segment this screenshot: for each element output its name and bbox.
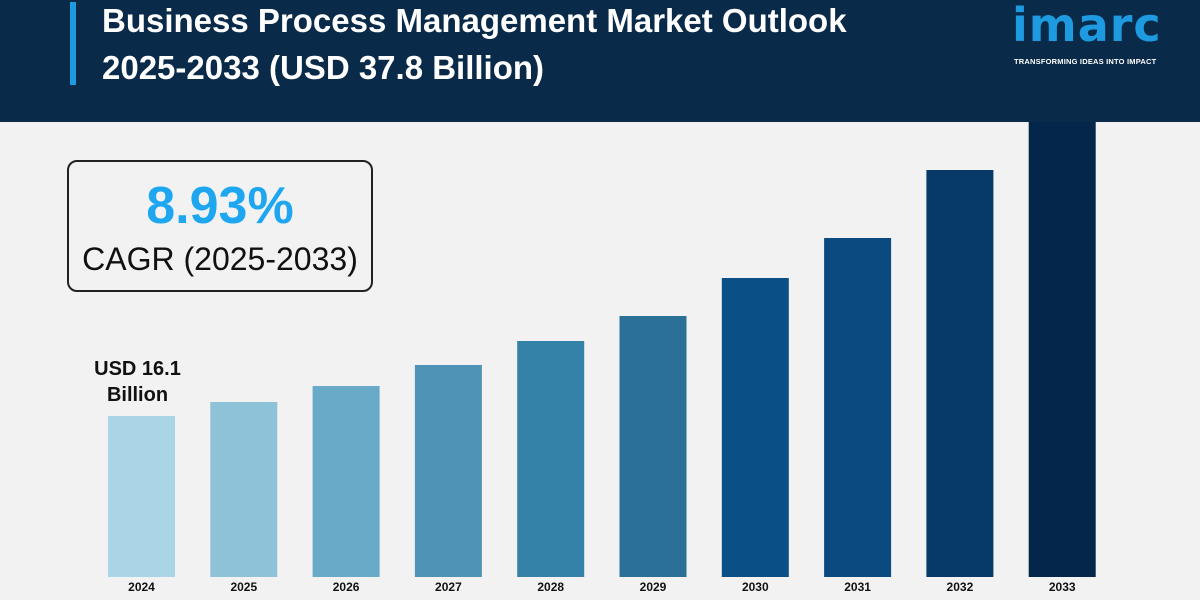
page-title: Business Process Management Market Outlo… [102, 0, 962, 91]
title-line-2: 2025-2033 (USD 37.8 Billion) [102, 49, 545, 86]
bar-2032 [926, 170, 994, 577]
bar-2031 [824, 238, 892, 577]
data-label-2024-line-1: USD 16.1 [94, 358, 181, 380]
bar-2030 [721, 278, 789, 577]
cagr-label: CAGR (2025-2033) [82, 241, 358, 277]
title-line-1: Business Process Management Market Outlo… [102, 2, 847, 39]
x-tick-label-2032: 2032 [947, 580, 974, 594]
bar-2029 [619, 316, 687, 577]
x-tick-label-2031: 2031 [844, 580, 871, 594]
data-label-2024-line-2: Billion [107, 384, 168, 406]
x-tick-label-2033: 2033 [1049, 580, 1076, 594]
title-accent-bar [70, 2, 76, 85]
header-banner: Business Process Management Market Outlo… [0, 0, 1200, 122]
x-tick-label-2025: 2025 [230, 580, 257, 594]
bar-2025 [210, 402, 278, 577]
x-tick-label-2028: 2028 [537, 580, 564, 594]
bar-2033 [1028, 122, 1096, 577]
bar-2026 [312, 386, 380, 577]
bar-2027 [414, 365, 482, 577]
logo-tagline: TRANSFORMING IDEAS INTO IMPACT [1014, 57, 1157, 66]
imarc-logo: imarc TRANSFORMING IDEAS INTO IMPACT [1012, 0, 1172, 70]
bar-chart: 2024 2025 2026 2027 2028 2029 2030 2031 2032 2033… [94, 122, 1096, 594]
bar-2028 [517, 341, 585, 577]
x-tick-label-2030: 2030 [742, 580, 769, 594]
logo-wordmark: imarc [1012, 0, 1162, 52]
x-tick-label-2029: 2029 [640, 580, 667, 594]
x-tick-label-2026: 2026 [333, 580, 360, 594]
cagr-value: 8.93% [146, 177, 294, 235]
x-tick-label-2024: 2024 [128, 580, 155, 594]
cagr-callout: 8.93% CAGR (2025-2033) [67, 160, 373, 292]
x-tick-label-2027: 2027 [435, 580, 462, 594]
bar-2024 [108, 416, 175, 577]
